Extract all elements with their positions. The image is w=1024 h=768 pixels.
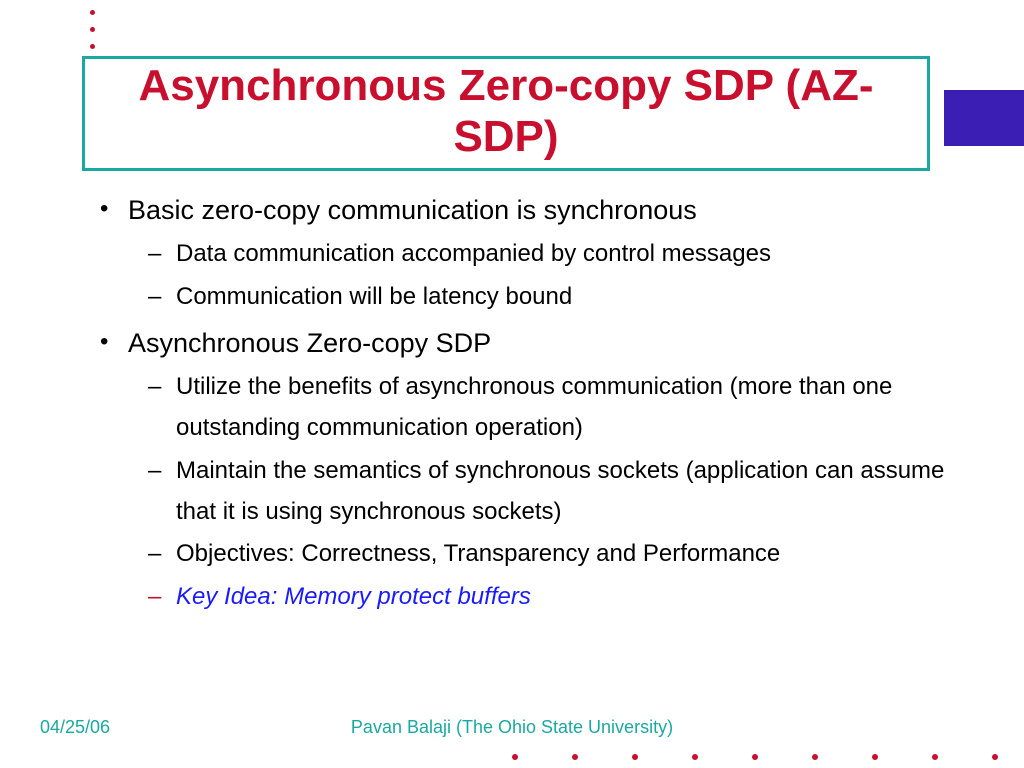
- top-decorative-dots: [90, 10, 95, 61]
- footer-author: Pavan Balaji (The Ohio State University): [0, 717, 1024, 738]
- bullet-level2-key-idea: Key Idea: Memory protect buffers: [148, 577, 964, 618]
- bullet-text: Utilize the benefits of asynchronous com…: [176, 373, 892, 441]
- dot-icon: [572, 754, 578, 760]
- dot-icon: [90, 27, 95, 32]
- accent-block: [944, 90, 1024, 146]
- bullet-text: Communication will be latency bound: [176, 283, 572, 310]
- dot-icon: [812, 754, 818, 760]
- dot-icon: [992, 754, 998, 760]
- bullet-level2: Utilize the benefits of asynchronous com…: [148, 367, 964, 449]
- bullet-text: Objectives: Correctness, Transparency an…: [176, 540, 780, 567]
- slide-body: Basic zero-copy communication is synchro…: [100, 190, 964, 624]
- dot-icon: [512, 754, 518, 760]
- bottom-decorative-dots: [512, 754, 998, 760]
- bullet-level2: Communication will be latency bound: [148, 277, 964, 318]
- dot-icon: [90, 10, 95, 15]
- bullet-text: Maintain the semantics of synchronous so…: [176, 457, 944, 525]
- dot-icon: [752, 754, 758, 760]
- dot-icon: [872, 754, 878, 760]
- bullet-text: Data communication accompanied by contro…: [176, 240, 771, 267]
- slide-title-box: Asynchronous Zero-copy SDP (AZ-SDP): [82, 56, 930, 171]
- bullet-level1: Asynchronous Zero-copy SDP Utilize the b…: [100, 323, 964, 618]
- dot-icon: [692, 754, 698, 760]
- bullet-text-key-idea: Key Idea: Memory protect buffers: [176, 583, 531, 610]
- dot-icon: [90, 44, 95, 49]
- dot-icon: [932, 754, 938, 760]
- dot-icon: [632, 754, 638, 760]
- bullet-level2: Data communication accompanied by contro…: [148, 234, 964, 275]
- bullet-level2: Objectives: Correctness, Transparency an…: [148, 534, 964, 575]
- bullet-level1: Basic zero-copy communication is synchro…: [100, 190, 964, 317]
- bullet-level2: Maintain the semantics of synchronous so…: [148, 451, 964, 533]
- bullet-text: Asynchronous Zero-copy SDP: [128, 328, 491, 358]
- slide-title: Asynchronous Zero-copy SDP (AZ-SDP): [93, 61, 919, 162]
- bullet-text: Basic zero-copy communication is synchro…: [128, 195, 697, 225]
